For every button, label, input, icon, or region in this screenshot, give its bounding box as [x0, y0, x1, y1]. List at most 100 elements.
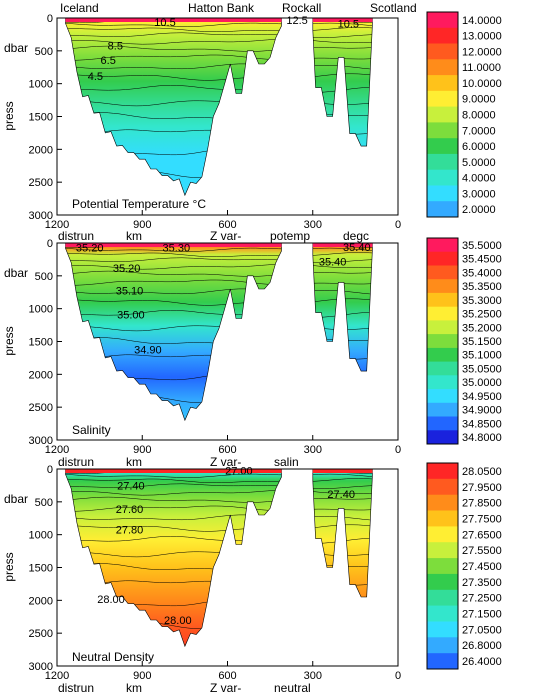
contour-label: 28.00 — [97, 594, 125, 606]
y-tick-label: 2500 — [29, 628, 53, 640]
y-tick-label: 1500 — [29, 112, 53, 124]
x-tick-label: 900 — [133, 670, 151, 682]
y-axis-ticks: 0 500 1000 1500 2000 2500 3000 — [29, 13, 62, 222]
x-axis-name: distrun — [58, 229, 94, 243]
x-tick-label: 300 — [304, 670, 322, 682]
y-tick-label: 3000 — [29, 210, 53, 222]
y-tick-label: 3000 — [29, 435, 53, 447]
colorbar-tick-label: 11.0000 — [462, 62, 501, 74]
colorbar-tick-label: 34.9500 — [462, 391, 502, 403]
contour-line — [65, 263, 373, 270]
contour-label-group: 27.00 27.40 27.40 27.60 27.80 28.00 28.00 — [97, 465, 355, 627]
colorbar-swatch — [427, 375, 458, 390]
colorbar-tick-label: 35.0000 — [462, 377, 502, 389]
colorbar-tick-label: 27.9500 — [462, 482, 502, 494]
colorbar-tick-label: 35.4000 — [462, 267, 502, 279]
y-tick-label: 0 — [47, 13, 53, 25]
colorbar-tick-label: 35.2500 — [462, 309, 502, 321]
z-variable-label: Z var- — [210, 455, 241, 469]
colorbar-tick-label: 27.1500 — [462, 609, 502, 621]
neutral-density-panel: 27.00 27.40 27.40 27.60 27.80 28.00 28.00 0 500… — [2, 462, 502, 695]
z-variable-label: Z var- — [210, 229, 241, 243]
x-tick-label: 1200 — [45, 219, 69, 231]
colorbar-tick-label: 8.0000 — [462, 110, 496, 122]
colorbar-swatch — [427, 306, 458, 321]
section-fill-1 — [312, 468, 373, 598]
colorbar-tick-label: 27.0500 — [462, 624, 502, 636]
colorbar-swatch — [427, 43, 458, 60]
y-axis-ticks: 0 500 1000 1500 2000 2500 3000 — [29, 238, 62, 447]
surface-layer — [65, 18, 373, 22]
surface-layer — [65, 469, 373, 473]
x-tick-label: 1200 — [45, 670, 69, 682]
colorbar-tick-label: 7.0000 — [462, 125, 496, 137]
y-tick-label: 0 — [47, 238, 53, 250]
colorbar-swatch — [427, 292, 458, 308]
colorbar-swatch — [427, 463, 458, 480]
colorbar-tick-label: 35.5000 — [462, 240, 502, 252]
y-tick-label: 2000 — [29, 144, 53, 156]
contour-label: 35.40 — [319, 256, 347, 268]
y-tick-label: 2500 — [29, 402, 53, 414]
colorbar-swatch — [427, 153, 458, 171]
section-fill-group — [65, 468, 373, 648]
y-axis-unit: dbar — [4, 492, 28, 506]
contour-label: 27.80 — [116, 524, 144, 536]
colorbar-tick-label: 13.0000 — [462, 31, 502, 43]
colorbar-tick-label: 34.8500 — [462, 418, 502, 430]
contour-line — [65, 45, 373, 52]
colorbar-swatch — [427, 90, 458, 108]
potential-temperature-panel: 10.5 12.5 10.5 8.5 6.5 4.5 0 500 1000 1500 2000 25… — [2, 11, 502, 243]
contour-line — [65, 483, 373, 489]
contour-line — [65, 496, 373, 503]
x-tick-label: 300 — [304, 219, 322, 231]
contour-label: 35.20 — [113, 263, 141, 275]
y-tick-label: 1000 — [29, 79, 53, 91]
x-tick-label: 600 — [218, 670, 236, 682]
colorbar-swatch — [427, 402, 458, 417]
contour-line — [65, 489, 373, 496]
variable-name: salin — [274, 455, 299, 469]
colorbar-tick-label: 9.0000 — [462, 94, 496, 106]
colorbar-swatch — [427, 430, 458, 445]
colorbar-tick-label: 3.0000 — [462, 188, 496, 200]
header-label-rockall: Rockall — [282, 1, 321, 15]
variable-unit: degc — [343, 229, 369, 243]
colorbar-tick-label: 35.0500 — [462, 364, 502, 376]
x-tick-label: 1200 — [45, 444, 69, 456]
y-tick-label: 1000 — [29, 530, 53, 542]
y-tick-label: 0 — [47, 464, 53, 476]
x-tick-label: 900 — [133, 219, 151, 231]
colorbar-swatch — [427, 589, 458, 607]
chart-title: Salinity — [72, 423, 111, 437]
y-axis-unit: dbar — [4, 266, 28, 280]
colorbar-swatch — [427, 542, 458, 559]
y-tick-label: 1500 — [29, 563, 53, 575]
section-fill-0 — [65, 468, 282, 648]
contour-line — [65, 27, 373, 32]
colorbar-tick-label: 12.0000 — [462, 46, 502, 58]
colorbar-tick-label: 27.5500 — [462, 545, 502, 557]
colorbar-tick-label: 35.1500 — [462, 336, 502, 348]
colorbar-swatch — [427, 416, 458, 431]
y-axis-unit: dbar — [4, 41, 28, 55]
contour-label: 10.5 — [338, 18, 359, 30]
colorbar-tick-label: 27.2500 — [462, 593, 502, 605]
y-axis-label: press — [2, 326, 16, 355]
colorbar-swatch — [427, 637, 458, 654]
colorbar-swatch — [427, 334, 458, 349]
x-tick-label: 0 — [395, 444, 401, 456]
colorbar: 28.0500 27.9500 27.8500 27.7500 27.6500 27.55… — [426, 462, 502, 670]
x-axis-label: km — [126, 681, 142, 695]
colorbar-tick-label: 34.9000 — [462, 405, 502, 417]
y-tick-label: 2500 — [29, 177, 53, 189]
surface-layer — [65, 243, 373, 247]
colorbar-tick-label: 10.0000 — [462, 78, 502, 90]
colorbar-swatch — [427, 12, 458, 29]
colorbar-tick-label: 4.0000 — [462, 173, 496, 185]
colorbar-tick-label: 35.2000 — [462, 322, 502, 334]
y-tick-label: 2000 — [29, 369, 53, 381]
contour-line — [65, 270, 373, 277]
colorbar-tick-label: 27.4500 — [462, 561, 502, 573]
